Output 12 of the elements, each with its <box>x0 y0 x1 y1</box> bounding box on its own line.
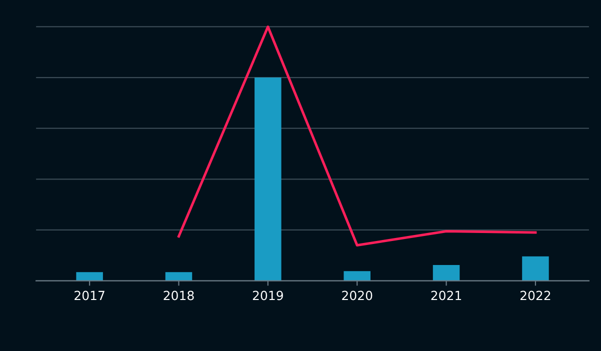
bar <box>76 272 103 281</box>
bar <box>254 78 282 281</box>
x-tick-label: 2021 <box>431 290 462 300</box>
bar <box>522 256 549 281</box>
x-tick-label: 2017 <box>74 290 104 300</box>
bar <box>432 265 460 281</box>
x-tick-label: 2018 <box>164 290 194 300</box>
x-tick-label: 2022 <box>520 290 550 300</box>
bar <box>165 272 192 281</box>
x-tick-label: 2020 <box>342 290 372 300</box>
x-tick-label: 2019 <box>252 290 283 300</box>
bar <box>344 271 370 281</box>
